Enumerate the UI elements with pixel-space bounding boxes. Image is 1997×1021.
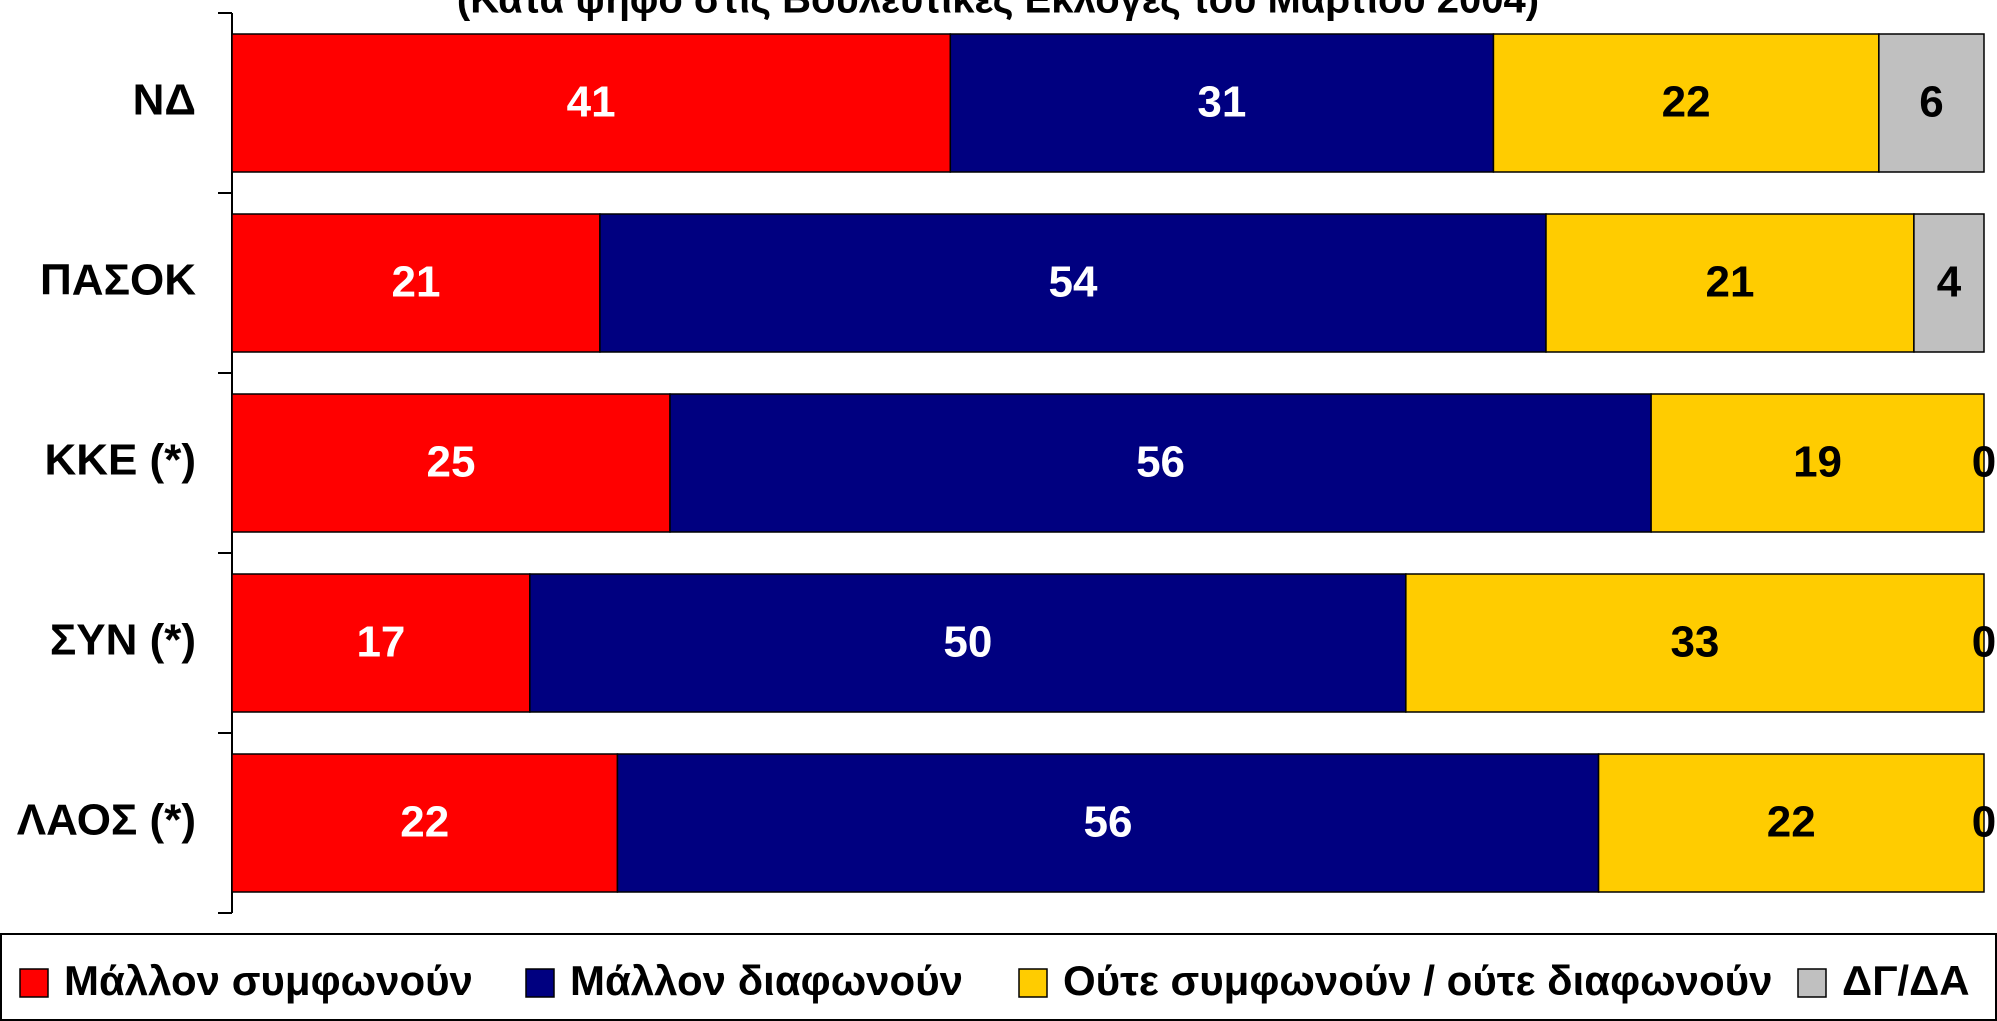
value-label: 21	[391, 258, 440, 307]
value-label: 56	[1084, 798, 1133, 847]
value-label: 41	[567, 78, 616, 127]
legend-swatch	[1018, 968, 1048, 998]
value-label: 22	[1662, 78, 1711, 127]
value-label: 21	[1705, 258, 1754, 307]
legend-swatch	[525, 968, 555, 998]
y-tick-label: ΝΔ	[133, 76, 196, 125]
value-label: 22	[400, 798, 449, 847]
bar-segment	[1405, 573, 1985, 713]
value-label: 0	[1972, 798, 1996, 847]
bar-segment	[1650, 393, 1985, 533]
bar-segment	[599, 213, 1547, 353]
value-label: 4	[1937, 258, 1962, 307]
bar-segment	[231, 573, 531, 713]
legend-box	[0, 933, 1997, 1021]
value-label: 22	[1767, 798, 1816, 847]
value-label: 54	[1048, 258, 1097, 307]
value-label: 17	[356, 618, 405, 667]
bar-segment	[949, 33, 1495, 173]
bar-segment	[616, 753, 1600, 893]
bar-segment	[231, 33, 952, 173]
value-label: 0	[1972, 438, 1996, 487]
bar-segment	[231, 213, 601, 353]
value-label: 19	[1793, 438, 1842, 487]
bar-segment	[1597, 753, 1985, 893]
value-label: 0	[1972, 618, 1996, 667]
y-tick-label: ΛΑΟΣ (*)	[17, 796, 196, 845]
legend-label: Μάλλον συμφωνούν	[64, 957, 473, 1004]
value-label: 33	[1670, 618, 1719, 667]
value-label: 50	[943, 618, 992, 667]
legend-swatch	[1797, 968, 1827, 998]
bar-segment	[231, 393, 671, 533]
legend-label: ΔΓ/ΔΑ	[1842, 957, 1970, 1004]
y-tick-label: ΚΚΕ (*)	[44, 436, 196, 485]
bar-segment	[1878, 33, 1985, 173]
bar-segment	[1913, 213, 1985, 353]
y-tick-label: ΣΥΝ (*)	[50, 616, 196, 665]
value-label: 6	[1919, 78, 1943, 127]
legend-label: Μάλλον διαφωνούν	[570, 957, 963, 1004]
bar-segment	[529, 573, 1407, 713]
legend-label: Ούτε συμφωνούν / ούτε διαφωνούν	[1063, 957, 1772, 1004]
value-label: 31	[1197, 78, 1246, 127]
value-label: 25	[427, 438, 476, 487]
bar-segment	[1492, 33, 1880, 173]
y-tick-label: ΠΑΣΟΚ	[40, 256, 196, 305]
chart-subtitle: (Κατά ψήφο στις Βουλευτικές Εκλογές του …	[457, 0, 1539, 22]
value-label: 56	[1136, 438, 1185, 487]
legend-swatch	[19, 968, 49, 998]
bar-segment	[669, 393, 1652, 533]
bar-segment	[231, 753, 619, 893]
